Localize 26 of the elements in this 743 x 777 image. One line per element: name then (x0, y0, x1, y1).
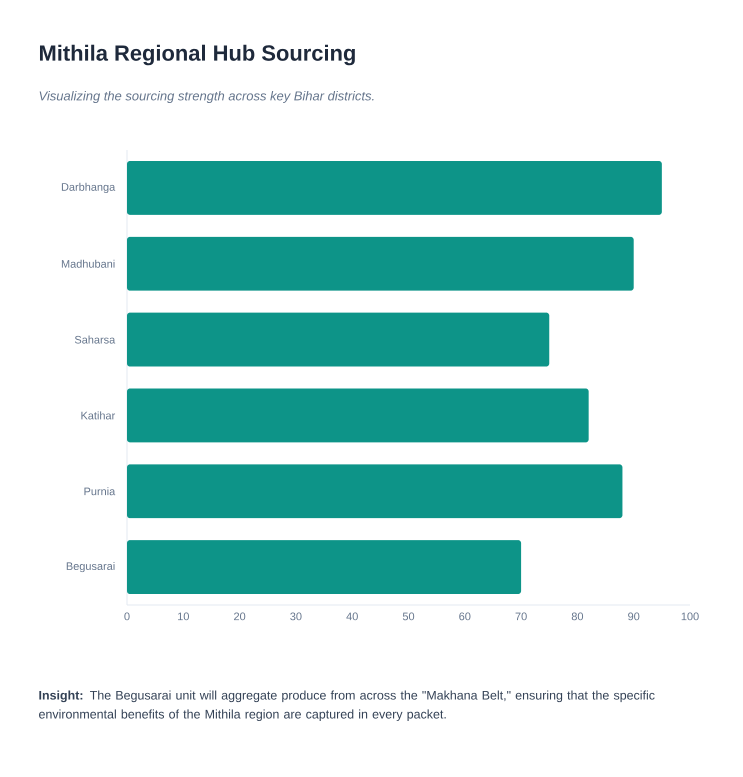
bar (127, 464, 622, 518)
x-tick-label: 90 (628, 612, 640, 620)
x-tick-label: 60 (459, 612, 470, 620)
text: Insight: The Begusarai unit will aggregate produce from across the "Makhana Belt," ensuring that the specific environmental benefits of the Mithila region are captured in every packet. (39, 690, 655, 722)
x-tick-label: 30 (290, 612, 302, 620)
chart-subtitle: Visualizing the sourcing strength across key Bihar districts. (40, 90, 374, 104)
x-tick-label: 80 (572, 612, 584, 620)
x-tick-label: 40 (346, 612, 358, 620)
bar (127, 312, 550, 366)
x-tick-label: 10 (178, 612, 189, 620)
bar (127, 540, 522, 594)
x-tick-label: 50 (402, 612, 414, 620)
y-tick-label: Madhubani (62, 260, 114, 268)
y-tick-label: Purnia (84, 487, 116, 496)
x-tick-label: 70 (516, 612, 527, 620)
bar (127, 160, 662, 215)
y-tick-label: Darbhanga (62, 182, 116, 194)
x-tick-label: 100 (682, 612, 699, 620)
y-tick-label: Begusarai (66, 562, 114, 572)
x-tick-label: 20 (234, 612, 246, 620)
y-tick-label: Katihar (81, 411, 116, 420)
x-tick-label: 0 (124, 612, 130, 620)
bar (127, 236, 634, 291)
bar (127, 388, 589, 442)
y-tick-label: Saharsa (74, 336, 116, 344)
chart-title: Mithila Regional Hub Sourcing (40, 44, 355, 66)
